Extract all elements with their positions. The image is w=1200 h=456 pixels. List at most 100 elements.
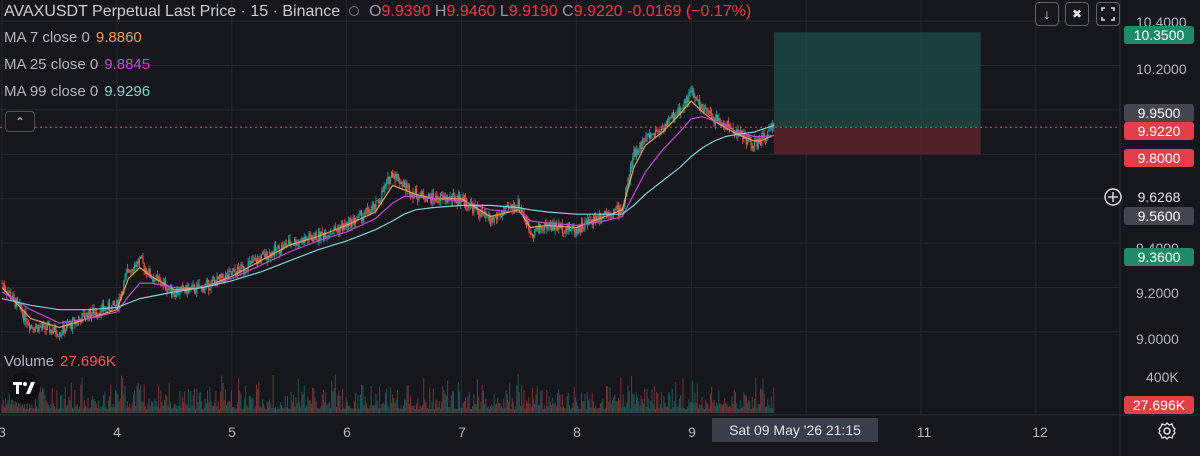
volume-bar [369,405,371,413]
candle-body [543,226,545,231]
frame-icon [1101,7,1115,21]
candle-body [591,222,593,226]
candle-body [156,274,158,278]
ma99-legend[interactable]: MA 99 close 0 9.9296 [4,83,150,100]
download-button[interactable]: ↓ [1035,2,1059,26]
volume-bar [651,389,653,413]
candle-body [2,283,4,285]
candle-body [420,191,422,195]
take-profit-price-label: 10.3500 [1124,26,1194,44]
volume-bar [493,394,495,413]
candle-body [468,206,470,208]
candle-body [565,228,567,233]
screenshot-button[interactable] [1096,2,1120,26]
candle-body [671,112,673,118]
candle-body [687,97,689,103]
ma25-legend[interactable]: MA 25 close 0 9.8845 [4,56,150,73]
volume-bar [147,403,149,413]
candle-body [651,134,653,135]
volume-bar [86,407,88,413]
volume-bar [13,405,15,413]
candle-body [564,232,566,234]
tradingview-logo[interactable] [8,372,40,404]
candle-body [767,130,769,136]
volume-bar [338,390,340,413]
candle-body [401,182,403,187]
symbol-title: AVAXUSDT Perpetual Last Price · 15 · Bin… [4,3,341,20]
volume-bar [521,384,523,413]
volume-bar [694,392,696,413]
volume-legend[interactable]: Volume 27.696K [4,353,116,370]
volume-bar [616,401,618,413]
volume-bar [253,408,255,413]
candle-body [506,205,508,206]
volume-bar [267,401,269,413]
candle-body [212,279,215,281]
volume-bar [437,407,439,413]
settings-gear-icon[interactable] [1157,421,1177,441]
volume-bar [341,389,343,413]
volume-bar [664,402,666,413]
candle-body [243,270,246,272]
candle-body [748,135,750,140]
candle-body [412,191,414,198]
fullscreen-button[interactable]: ✖ [1065,2,1089,26]
volume-bar [482,390,484,413]
volume-bar [626,401,628,413]
crosshair-plus-icon[interactable] [1103,187,1123,207]
candle-body [288,239,290,245]
candle-body [149,268,151,278]
candle-body [531,234,534,237]
candle-body [596,215,598,221]
volume-bar [740,408,742,413]
volume-bar [49,408,51,413]
volume-bar [21,399,23,413]
volume-bar [83,400,85,413]
candle-body [751,145,753,149]
volume-bar [401,408,403,413]
candle-body [338,227,340,233]
volume-bar [476,379,478,413]
candle-body [571,227,573,230]
volume-bar [359,394,361,413]
volume-bar [168,382,170,413]
collapse-legend-button[interactable]: ⌃ [5,111,35,132]
volume-bar [641,399,643,413]
candle-body [703,108,706,113]
candle-body [102,304,105,311]
candle-body [237,267,240,270]
volume-bar [511,398,513,413]
candle-body [57,335,59,337]
volume-bar [55,408,57,413]
take-profit-zone [773,32,981,128]
candle-body [639,142,641,152]
candle-body [280,244,283,252]
candle-body [552,222,554,231]
volume-bar [731,396,733,413]
candle-body [141,256,143,259]
volume-bar [310,403,312,413]
ma7-legend[interactable]: MA 7 close 0 9.8860 [4,29,142,46]
volume-bar [639,406,641,413]
candle-body [392,172,394,178]
candle-body [615,208,617,210]
volume-bar [308,400,310,413]
candle-body [645,136,647,142]
candle-body [585,220,587,222]
candle-body [396,173,399,176]
candle-body [101,304,103,307]
volume-bar [589,398,591,413]
volume-bar [422,405,424,413]
volume-bar [595,405,597,413]
volume-bar [275,406,277,413]
volume-bar [124,385,126,413]
candle-body [365,209,367,211]
volume-bar [657,393,659,413]
volume-bar [54,405,56,413]
candle-body [647,133,649,135]
candle-body [229,270,231,272]
stop-loss-zone [773,127,981,155]
candle-body [452,193,455,195]
candle-body [214,279,216,282]
